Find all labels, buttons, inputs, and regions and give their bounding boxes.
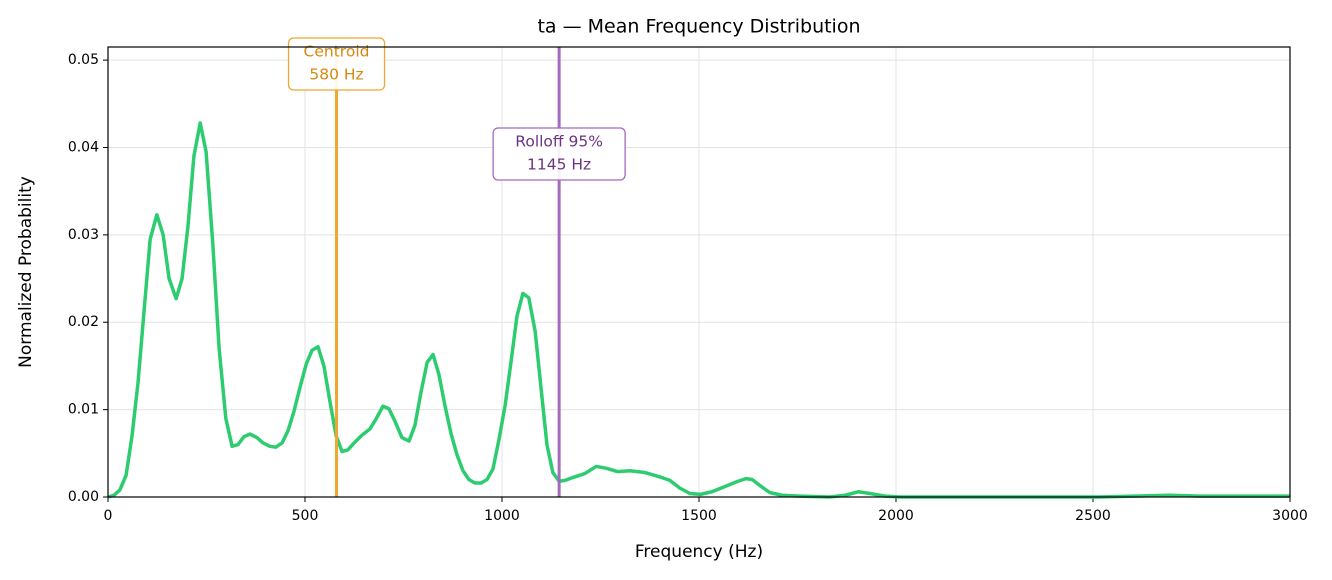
- annotation-text: 1145 Hz: [527, 156, 591, 174]
- x-tick-label: 3000: [1272, 508, 1308, 524]
- x-tick-label: 2000: [878, 508, 914, 524]
- annotation: Rolloff 95% 1145 Hz: [492, 127, 626, 181]
- chart-title: ta — Mean Frequency Distribution: [537, 16, 860, 38]
- x-tick-label: 500: [292, 508, 319, 524]
- data-line: [107, 121, 1290, 499]
- y-tick-label: 0.05: [68, 52, 99, 68]
- annotation-text: Centroid: [304, 43, 370, 61]
- y-tick-label: 0.02: [68, 314, 99, 330]
- annotation-text: Rolloff 95%: [515, 133, 603, 151]
- annotation-box: [287, 37, 386, 91]
- y-axis-label: Normalized Probability: [16, 176, 36, 368]
- y-tick-label: 0.00: [68, 489, 99, 505]
- x-tick-label: 1000: [484, 508, 520, 524]
- x-tick-label: 2500: [1075, 508, 1111, 524]
- x-axis-label: Frequency (Hz): [635, 542, 763, 562]
- annotation-box: [492, 127, 626, 181]
- annotation: Centroid 580 Hz: [287, 37, 386, 91]
- annotation-text: 580 Hz: [309, 66, 363, 84]
- x-tick-label: 1500: [681, 508, 717, 524]
- y-tick-label: 0.03: [68, 227, 99, 243]
- y-tick-label: 0.04: [68, 139, 99, 155]
- y-tick-label: 0.01: [68, 402, 99, 418]
- x-tick-label: 0: [104, 508, 113, 524]
- plot-frame: [107, 46, 1291, 498]
